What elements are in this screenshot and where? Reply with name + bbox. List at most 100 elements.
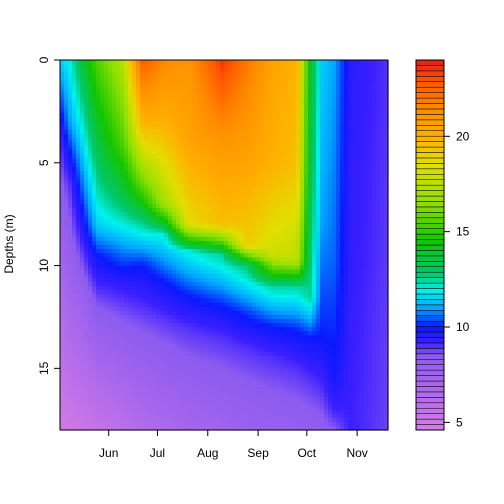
heatmap-cell xyxy=(152,376,157,382)
heatmap-cell xyxy=(232,417,237,423)
heatmap-cell xyxy=(192,117,197,123)
heatmap-cell xyxy=(100,146,105,152)
heatmap-cell xyxy=(260,195,265,201)
heatmap-cell xyxy=(116,388,121,394)
heatmap-cell xyxy=(260,60,265,65)
heatmap-cell xyxy=(128,162,133,168)
heatmap-cell xyxy=(204,257,209,263)
heatmap-cell xyxy=(164,314,169,320)
heatmap-cell xyxy=(132,282,137,287)
heatmap-cell xyxy=(96,154,101,160)
heatmap-cell xyxy=(272,220,277,226)
heatmap-cell xyxy=(236,199,241,205)
heatmap-cell xyxy=(72,327,77,332)
heatmap-cell xyxy=(128,187,133,193)
heatmap-cell xyxy=(92,376,97,382)
heatmap-cell xyxy=(192,154,197,160)
heatmap-cell xyxy=(264,134,269,139)
heatmap-cell xyxy=(140,142,145,147)
heatmap-cell xyxy=(208,166,213,172)
heatmap-cell xyxy=(112,220,117,226)
heatmap-cell xyxy=(160,376,165,382)
heatmap-cell xyxy=(160,113,165,119)
heatmap-cell xyxy=(108,290,113,295)
heatmap-cell xyxy=(136,150,141,156)
heatmap-cell xyxy=(112,417,117,423)
heatmap-cell xyxy=(180,397,185,402)
heatmap-cell xyxy=(224,142,229,147)
heatmap-cell xyxy=(152,179,157,184)
heatmap-cell xyxy=(232,347,237,353)
heatmap-cell xyxy=(184,314,189,320)
heatmap-cell xyxy=(68,138,73,143)
heatmap-cell xyxy=(256,277,261,283)
heatmap-cell xyxy=(276,228,281,234)
heatmap-cell xyxy=(248,64,253,69)
heatmap-cell xyxy=(220,117,225,123)
heatmap-cell xyxy=(60,134,65,139)
heatmap-cell xyxy=(156,413,161,419)
heatmap-cell xyxy=(72,397,77,402)
heatmap-cell xyxy=(140,199,145,205)
heatmap-cell xyxy=(128,97,133,102)
heatmap-cell xyxy=(176,343,181,349)
heatmap-cell xyxy=(136,360,141,365)
heatmap-cell xyxy=(104,265,109,271)
heatmap-cell xyxy=(100,203,105,209)
heatmap-cell xyxy=(180,372,185,378)
heatmap-cell xyxy=(224,150,229,156)
heatmap-cell xyxy=(76,331,81,337)
heatmap-cell xyxy=(72,240,77,246)
heatmap-cell xyxy=(228,113,233,119)
heatmap-cell xyxy=(180,228,185,234)
heatmap-cell xyxy=(264,306,269,312)
heatmap-cell xyxy=(196,335,201,341)
heatmap-cell xyxy=(92,138,97,143)
heatmap-cell xyxy=(108,150,113,156)
heatmap-cell xyxy=(96,105,101,110)
heatmap-cell xyxy=(236,216,241,221)
heatmap-cell xyxy=(172,314,177,320)
heatmap-cell xyxy=(68,76,73,82)
heatmap-cell xyxy=(176,212,181,217)
heatmap-cell xyxy=(204,273,209,279)
heatmap-cell xyxy=(72,212,77,217)
heatmap-cell xyxy=(188,117,193,123)
heatmap-cell xyxy=(108,339,113,345)
heatmap-cell xyxy=(200,310,205,316)
heatmap-cell xyxy=(196,306,201,312)
heatmap-cell xyxy=(264,236,269,242)
heatmap-cell xyxy=(280,121,285,127)
heatmap-cell xyxy=(208,413,213,419)
heatmap-cell xyxy=(244,208,249,213)
heatmap-cell xyxy=(244,203,249,209)
heatmap-cell xyxy=(196,125,201,131)
heatmap-cell xyxy=(64,310,69,316)
heatmap-cell xyxy=(272,158,277,164)
heatmap-cell xyxy=(192,319,197,324)
heatmap-cell xyxy=(160,245,165,250)
heatmap-cell xyxy=(236,203,241,209)
heatmap-cell xyxy=(196,175,201,180)
heatmap-cell xyxy=(200,360,205,365)
heatmap-cell xyxy=(76,236,81,242)
heatmap-cell xyxy=(96,228,101,234)
heatmap-cell xyxy=(204,142,209,147)
heatmap-cell xyxy=(176,92,181,98)
heatmap-cell xyxy=(80,68,85,73)
heatmap-cell xyxy=(144,343,149,349)
heatmap-cell xyxy=(244,380,249,386)
heatmap-cell xyxy=(200,323,205,328)
heatmap-cell xyxy=(160,162,165,168)
heatmap-cell xyxy=(252,273,257,279)
heatmap-cell xyxy=(64,331,69,337)
heatmap-cell xyxy=(68,142,73,147)
heatmap-cell xyxy=(172,347,177,353)
heatmap-cell xyxy=(208,314,213,320)
heatmap-cell xyxy=(196,72,201,78)
heatmap-cell xyxy=(248,245,253,250)
heatmap-cell xyxy=(160,372,165,378)
heatmap-cell xyxy=(176,319,181,324)
heatmap-cell xyxy=(88,175,93,180)
heatmap-cell xyxy=(220,409,225,415)
